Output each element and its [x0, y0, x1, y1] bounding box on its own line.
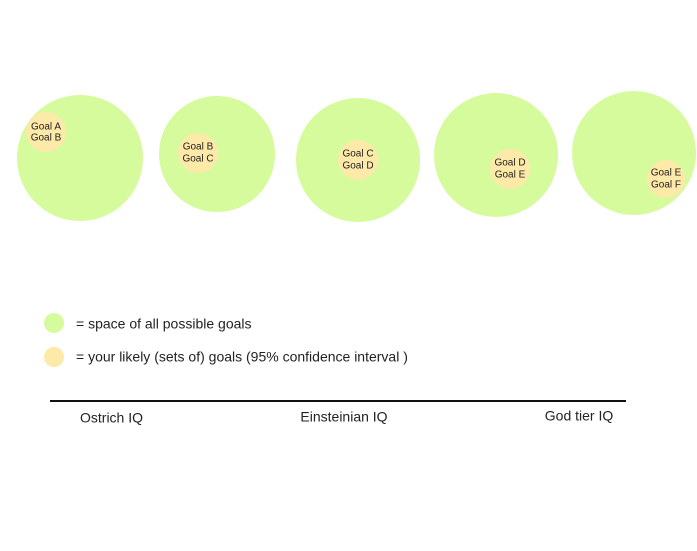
legend-swatch	[44, 347, 64, 367]
goal-label: Goal C	[182, 154, 213, 165]
axis-label: God tier IQ	[545, 408, 614, 424]
legend: = space of all possible goals = your lik…	[44, 313, 408, 367]
goal-label: Goal C	[342, 149, 373, 160]
goal-space	[17, 95, 143, 221]
legend-text: = space of all possible goals	[76, 316, 252, 332]
goal-label: Goal A	[31, 122, 61, 133]
likely-goals	[178, 133, 218, 173]
axis-label: Einsteinian IQ	[300, 409, 387, 425]
likely-goals	[490, 149, 530, 189]
legend-text: = your likely (sets of) goals (95% confi…	[76, 349, 408, 365]
goal-label: Goal E	[651, 168, 682, 179]
likely-goals	[26, 112, 66, 152]
goal-label: Goal B	[31, 133, 62, 144]
goal-label: Goal D	[494, 158, 525, 169]
goal-label: Goal D	[342, 161, 373, 172]
axis-label: Ostrich IQ	[80, 410, 143, 426]
goal-label: Goal B	[183, 142, 214, 153]
likely-goals	[338, 140, 378, 180]
likely-goals	[647, 160, 685, 198]
goal-label: Goal E	[495, 170, 526, 181]
iq-axis: Ostrich IQ Einsteinian IQ God tier IQ	[50, 400, 626, 426]
goal-label: Goal F	[651, 180, 681, 191]
goal-spaces: Goal A Goal B Goal B Goal C Goal C Goal …	[17, 91, 696, 222]
goal-space	[572, 91, 696, 215]
legend-swatch	[44, 313, 64, 333]
